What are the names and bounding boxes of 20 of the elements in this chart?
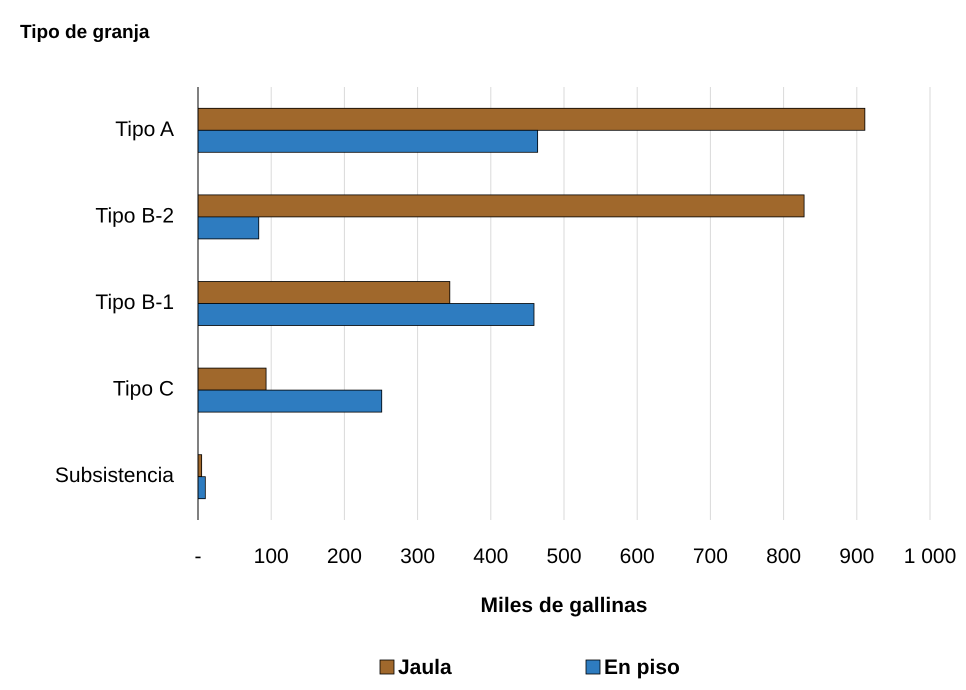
y-tick-label: Tipo C: [112, 378, 174, 401]
legend-label: Jaula: [398, 656, 452, 679]
x-tick-label: 900: [839, 545, 874, 568]
x-axis-title: Miles de gallinas: [480, 594, 648, 617]
x-tick-label: 1 000: [904, 545, 956, 568]
x-tick-label: 700: [692, 545, 728, 568]
x-tick-label: 200: [326, 545, 362, 568]
y-axis-title: Tipo de granja: [20, 22, 150, 43]
x-tick-label: 300: [400, 545, 436, 568]
x-tick-label: 500: [546, 545, 582, 568]
legend-label: En piso: [604, 656, 680, 679]
y-tick-label: Tipo B-1: [95, 291, 174, 314]
y-tick-label: Tipo B-2: [95, 204, 174, 228]
x-tick-label: -: [194, 545, 202, 568]
x-tick-label: 100: [254, 545, 289, 568]
y-tick-label: Tipo A: [115, 118, 174, 141]
x-tick-label: 600: [620, 545, 655, 568]
x-tick-label: 400: [473, 545, 508, 568]
y-tick-label: Subsistencia: [54, 464, 174, 488]
x-tick-label: 800: [766, 545, 802, 568]
